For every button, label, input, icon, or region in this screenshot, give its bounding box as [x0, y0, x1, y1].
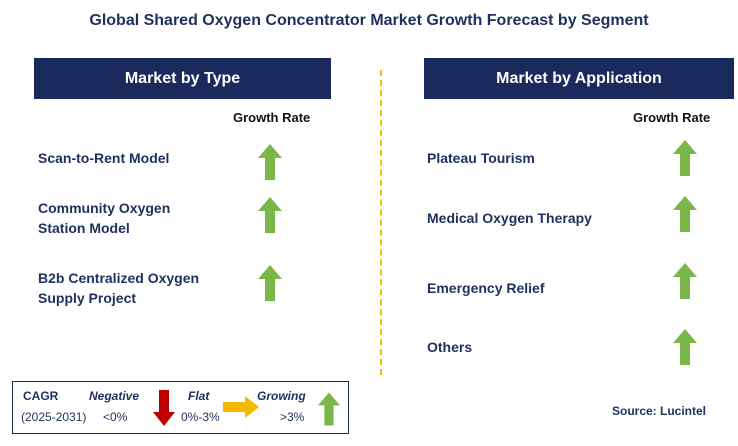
negative-arrow-icon	[153, 390, 175, 426]
market-by-application-header: Market by Application	[424, 58, 734, 99]
source-label: Source: Lucintel	[612, 404, 707, 418]
growing-arrow-icon	[673, 263, 697, 299]
growing-arrow-icon	[258, 144, 282, 180]
legend-negative-value: <0%	[103, 410, 128, 424]
type-row-label: Community Oxygen Station Model	[38, 200, 171, 236]
legend-flat-label: Flat	[188, 389, 210, 403]
growth-rate-label-type: Growth Rate	[233, 110, 311, 125]
market-by-type-header: Market by Type	[34, 58, 331, 99]
legend-growing-value: >3%	[280, 410, 305, 424]
growing-arrow-icon	[258, 197, 282, 233]
growing-arrow-icon	[673, 196, 697, 232]
legend-growing-label: Growing	[257, 389, 306, 403]
growing-arrow-icon	[258, 265, 282, 301]
legend-cagr-label: CAGR	[23, 389, 59, 403]
type-row-label: Scan-to-Rent Model	[38, 150, 170, 166]
application-row-label: Emergency Relief	[427, 280, 545, 296]
flat-arrow-icon	[223, 396, 259, 418]
panel-divider	[380, 70, 382, 375]
cagr-legend: CAGR (2025-2031) Negative <0% Flat 0%-3%…	[12, 381, 349, 434]
growing-arrow-icon	[673, 329, 697, 365]
application-row-label: Plateau Tourism	[427, 150, 535, 166]
legend-flat-value: 0%-3%	[181, 410, 220, 424]
growth-rate-label-application: Growth Rate	[633, 110, 711, 125]
chart-title: Global Shared Oxygen Concentrator Market…	[89, 12, 649, 29]
type-row-label: B2b Centralized Oxygen Supply Project	[38, 270, 200, 306]
growing-arrow-icon	[673, 140, 697, 176]
application-row-label: Medical Oxygen Therapy	[427, 210, 592, 226]
legend-period: (2025-2031)	[21, 410, 87, 424]
legend-negative-label: Negative	[89, 389, 140, 403]
application-row-label: Others	[427, 339, 473, 355]
growing-arrow-icon	[318, 392, 340, 426]
